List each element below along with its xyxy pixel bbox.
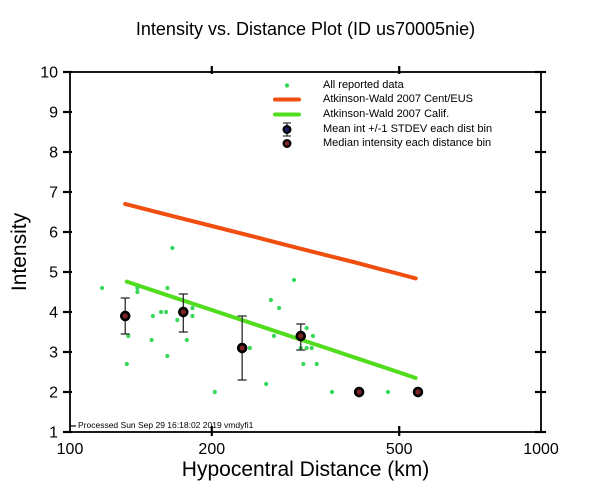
legend-symbol-line-icon xyxy=(265,92,309,107)
median-marker xyxy=(236,342,248,354)
scatter-point xyxy=(190,305,195,311)
y-tick-label: 10 xyxy=(40,65,58,82)
scatter-point xyxy=(304,325,309,331)
scatter-point xyxy=(100,285,105,291)
scatter-point xyxy=(149,337,154,343)
y-tick-label: 1 xyxy=(49,425,58,442)
scatter-point xyxy=(301,361,306,367)
scatter-point xyxy=(135,285,140,291)
y-tick-label: 3 xyxy=(49,345,58,362)
median-marker xyxy=(295,330,306,342)
y-tick-label: 8 xyxy=(49,145,58,162)
legend-label: Mean int +/-1 STDEV each dist bin xyxy=(323,122,493,135)
y-tick-label: 5 xyxy=(49,265,58,282)
calif-curve xyxy=(124,279,418,380)
x-tick-label: 100 xyxy=(57,441,84,458)
y-tick-label: 2 xyxy=(49,385,58,402)
legend-item: Mean int +/-1 STDEV each dist bin xyxy=(265,121,493,137)
scatter-point xyxy=(271,333,276,339)
median-markers xyxy=(120,306,424,398)
legend-symbol-line-icon xyxy=(265,107,309,122)
scatter-point xyxy=(310,333,316,339)
y-tick-label: 4 xyxy=(49,305,58,322)
scatter-point xyxy=(175,317,180,323)
ceus-curve xyxy=(123,202,418,281)
median-marker xyxy=(412,386,424,398)
scatter-point xyxy=(329,389,335,395)
scatter-point xyxy=(126,333,131,339)
x-tick-label: 500 xyxy=(386,441,413,458)
x-axis-ticks: 100 200 500 1000 xyxy=(57,66,559,458)
median-marker xyxy=(353,386,365,398)
scatter-point xyxy=(190,313,195,319)
legend: All reported data Atkinson-Wald 2007 Cent… xyxy=(265,78,492,151)
legend-symbol-median-icon xyxy=(265,136,309,151)
scatter-point xyxy=(277,305,282,311)
all-reported-scatter xyxy=(100,245,390,395)
y-tick-label: 9 xyxy=(49,105,58,122)
scatter-point xyxy=(268,297,273,303)
scatter-point xyxy=(135,289,140,295)
scatter-point xyxy=(291,277,297,283)
x-tick-label: 200 xyxy=(198,441,225,458)
median-marker xyxy=(178,306,189,318)
legend-symbol-dot-icon xyxy=(265,78,309,93)
scatter-point xyxy=(124,361,129,367)
plot-frame xyxy=(69,71,542,433)
scatter-point xyxy=(304,345,309,351)
scatter-point xyxy=(165,285,170,291)
legend-item: Atkinson-Wald 2007 Calif. xyxy=(265,107,492,122)
scatter-point xyxy=(150,313,155,319)
scatter-point xyxy=(158,309,164,315)
legend-item: Median intensity each distance bin xyxy=(265,136,492,151)
y-axis-ticks: 1 2 3 4 5 6 7 8 9 10 xyxy=(40,65,546,442)
scatter-point xyxy=(212,389,217,395)
legend-label: All reported data xyxy=(323,78,404,91)
legend-label: Atkinson-Wald 2007 Cent/EUS xyxy=(323,93,473,106)
legend-label: Median intensity each distance bin xyxy=(323,137,492,150)
legend-item: All reported data xyxy=(265,78,492,93)
x-tick-label: 1000 xyxy=(523,441,559,458)
legend-label: Atkinson-Wald 2007 Calif. xyxy=(323,107,450,120)
y-tick-label: 6 xyxy=(49,225,58,242)
plot-title: Intensity vs. Distance Plot (ID us70005n… xyxy=(135,19,476,39)
scatter-point xyxy=(184,337,189,343)
scatter-point xyxy=(385,389,390,395)
mean-errorbars xyxy=(120,293,424,398)
y-tick-label: 7 xyxy=(49,185,58,202)
processed-timestamp: Processed Sun Sep 29 16:18:02 2019 vmdyf… xyxy=(78,420,254,430)
legend-symbol-mean-icon xyxy=(265,121,309,137)
legend-item: Atkinson-Wald 2007 Cent/EUS xyxy=(265,93,492,108)
scatter-point xyxy=(165,353,170,359)
scatter-point xyxy=(309,345,314,351)
scatter-point xyxy=(264,381,269,387)
median-marker xyxy=(120,310,131,322)
scatter-point xyxy=(247,345,252,351)
scatter-point xyxy=(314,361,319,367)
x-axis-label: Hypocentral Distance (km) xyxy=(181,458,430,481)
scatter-point xyxy=(170,245,175,251)
scatter-point xyxy=(164,309,169,315)
